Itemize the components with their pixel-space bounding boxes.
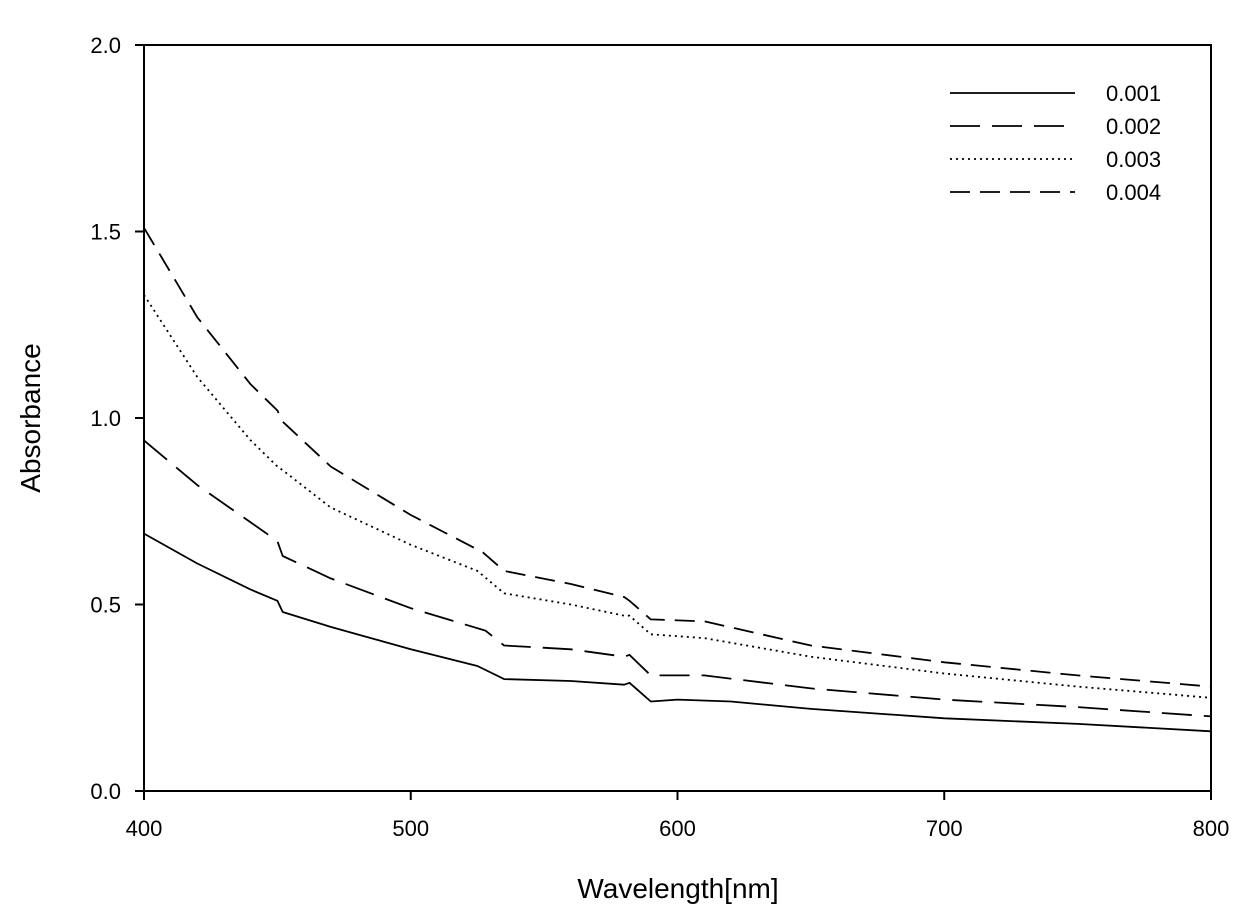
x-tick-label: 500 (392, 816, 429, 841)
legend-label: 0.004 (1106, 180, 1161, 205)
y-tick-label: 0.0 (90, 779, 121, 804)
plot-border (143, 44, 1212, 792)
x-tick-label: 700 (926, 816, 963, 841)
x-tick-label: 800 (1193, 816, 1230, 841)
y-axis-title: Absorbance (15, 343, 46, 492)
x-axis-title: Wavelength[nm] (577, 873, 778, 904)
x-tick-label: 600 (659, 816, 696, 841)
legend-label: 0.003 (1106, 147, 1161, 172)
plot-frame (143, 44, 1212, 792)
y-tick-label: 0.5 (90, 593, 121, 618)
series-line-0-002 (143, 439, 1212, 718)
series-line-0-004 (143, 227, 1212, 688)
y-tick-label: 2.0 (90, 33, 121, 58)
legend: 0.001 0.002 0.003 0.004 (950, 81, 1161, 205)
legend-label: 0.002 (1106, 114, 1161, 139)
y-tick-label: 1.5 (90, 220, 121, 245)
y-axis: 0.0 0.5 1.0 1.5 2.0 (90, 33, 144, 804)
series-lines (143, 227, 1212, 733)
series-line-0-003 (143, 294, 1212, 699)
x-tick-label: 400 (126, 816, 163, 841)
x-axis: 400 500 600 700 800 (126, 791, 1230, 841)
legend-label: 0.001 (1106, 81, 1161, 106)
series-line-0-001 (143, 532, 1212, 733)
y-tick-label: 1.0 (90, 406, 121, 431)
